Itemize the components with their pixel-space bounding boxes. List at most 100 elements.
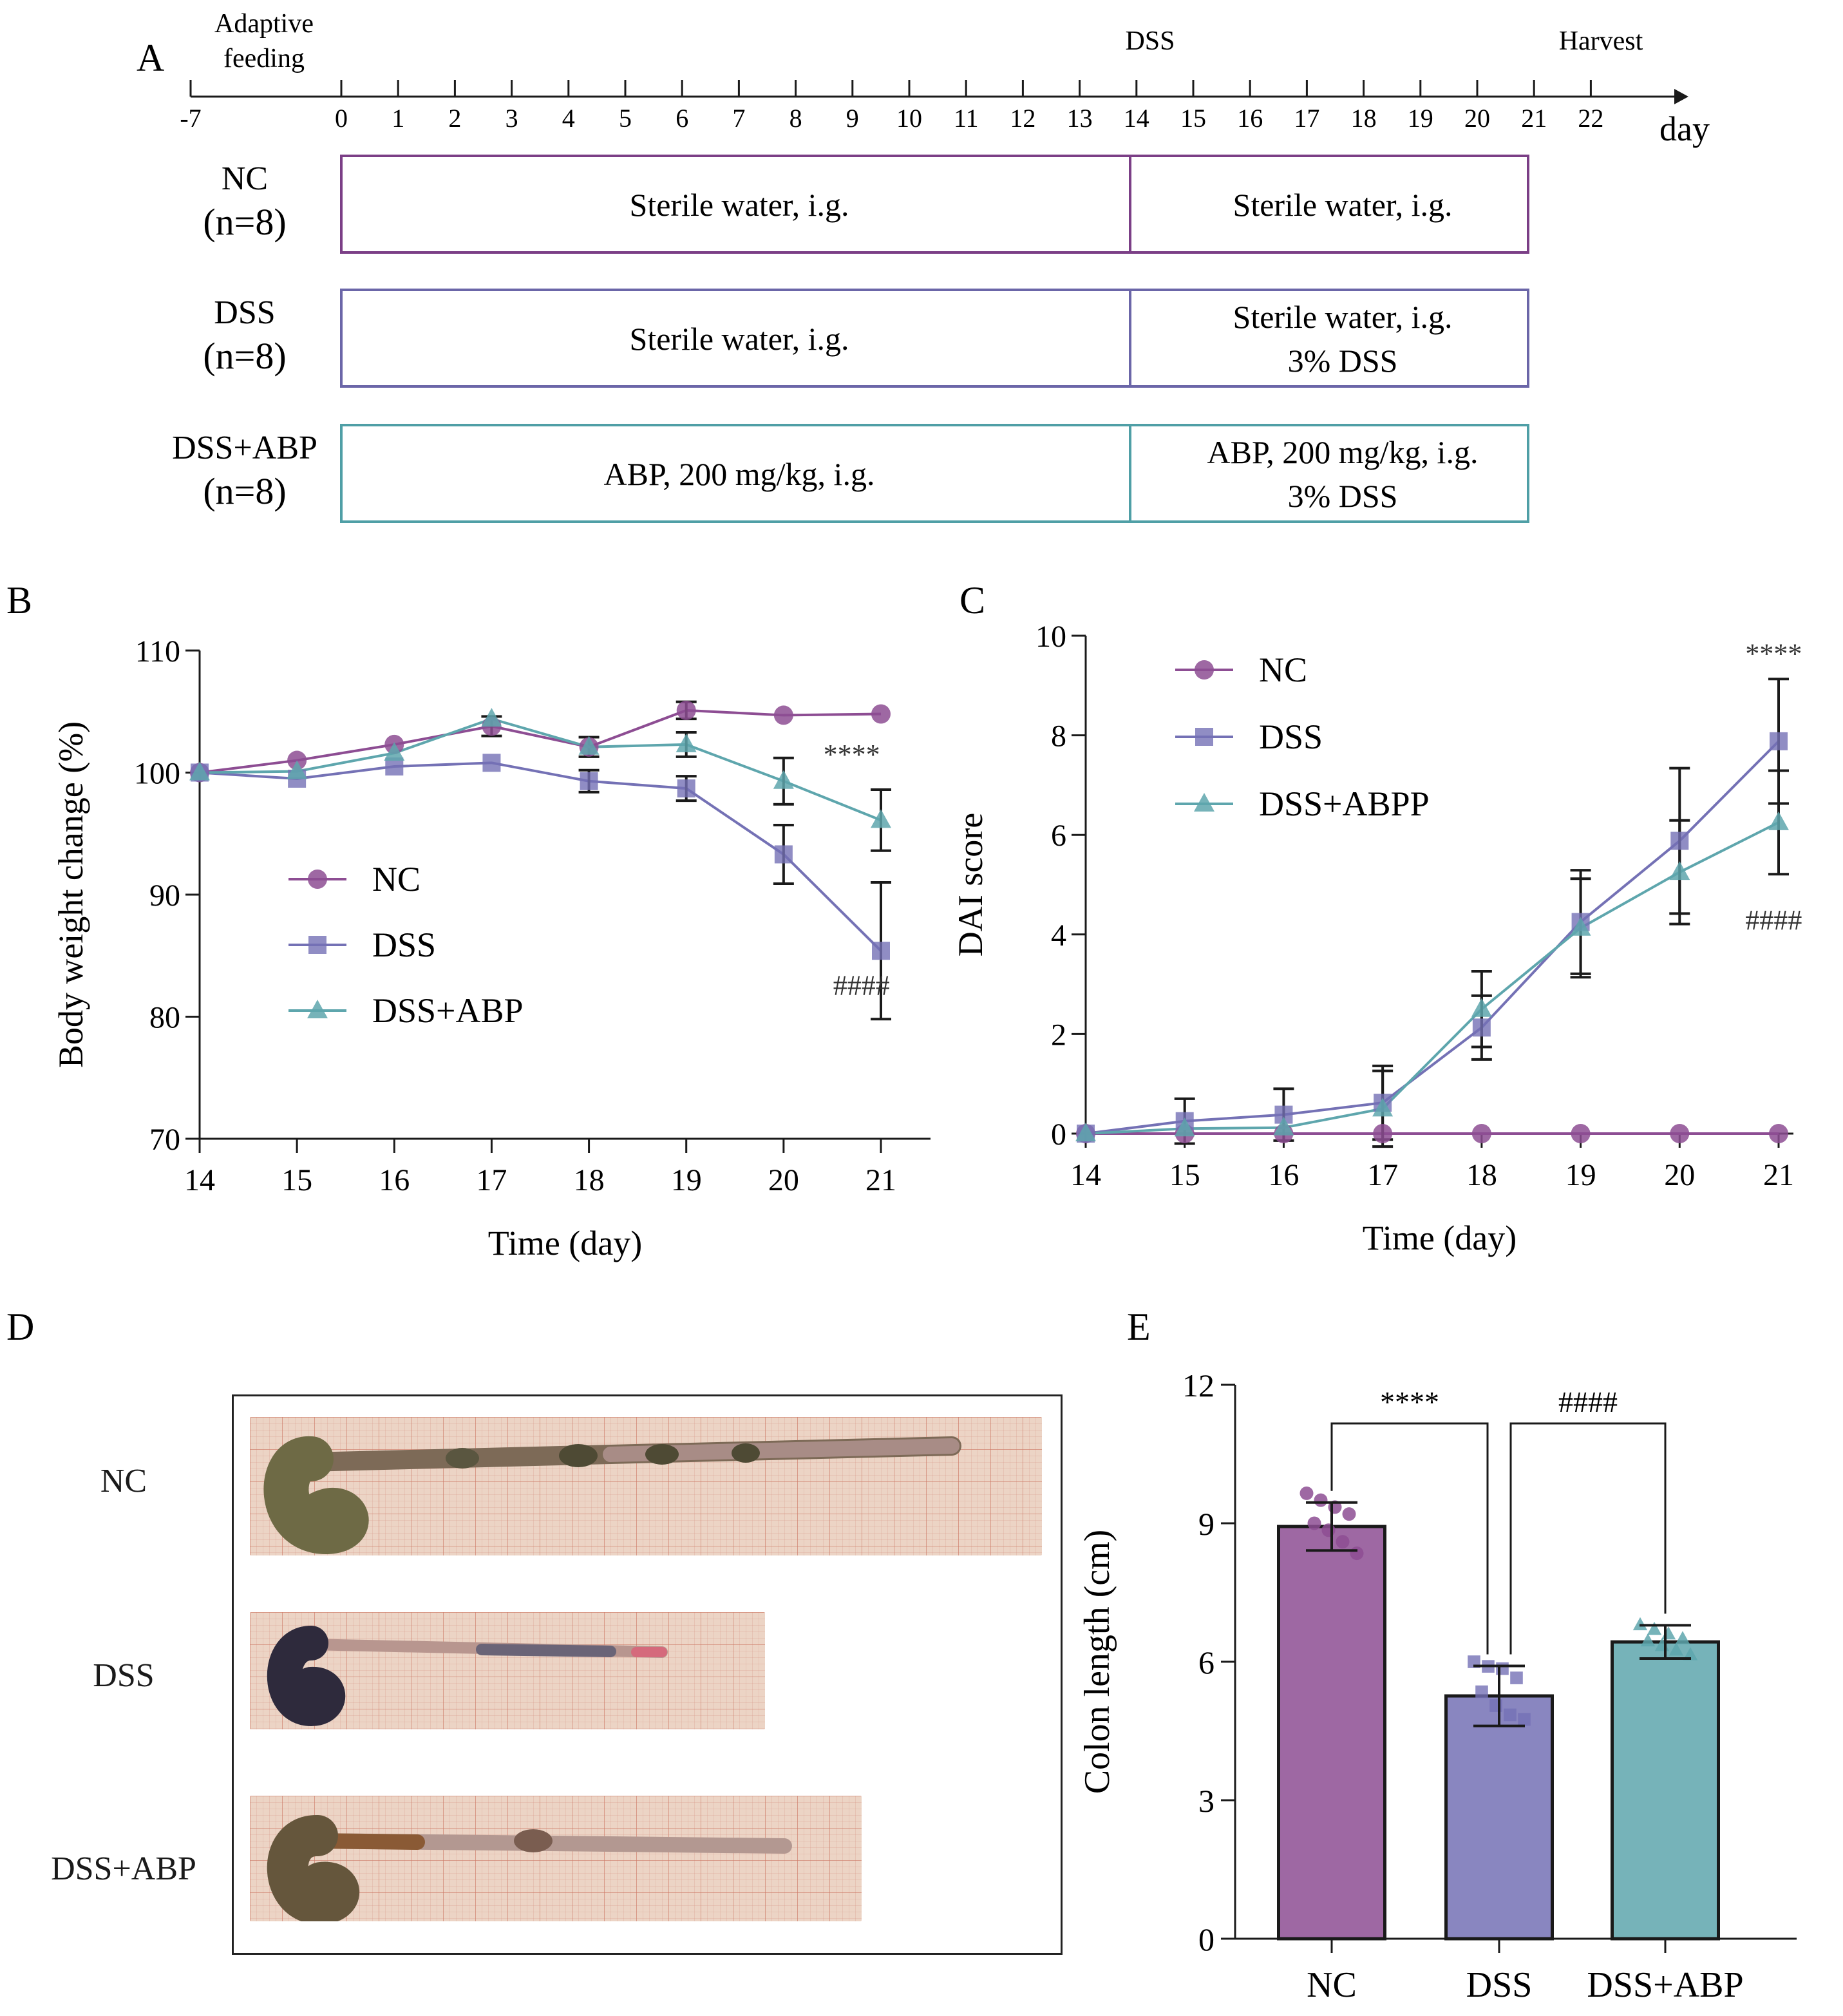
photo-label-dss: DSS [93, 1657, 155, 1694]
legend-marker-icon [1195, 728, 1213, 746]
scatter-point [1661, 1626, 1676, 1640]
group-box-1 [340, 155, 1529, 254]
data-point [580, 772, 598, 790]
group-box-3 [340, 424, 1529, 523]
panel-e-letter: E [1127, 1306, 1151, 1348]
scatter-point [1475, 1685, 1488, 1698]
group-phase2-text: 3% DSS [1288, 343, 1398, 379]
panel-b-letter: B [6, 579, 32, 622]
scatter-point [1504, 1708, 1517, 1722]
data-point [287, 760, 308, 779]
data-point [872, 942, 890, 960]
data-point [1670, 832, 1689, 850]
timeline-arrow-icon [1674, 89, 1688, 104]
y-tick-label: 8 [1051, 719, 1066, 754]
y-tick-label: 0 [1198, 1921, 1214, 1957]
legend-marker-icon [307, 1000, 328, 1018]
significance-mark: #### [1558, 1385, 1618, 1418]
comparison-bracket [1509, 1422, 1667, 1655]
group-phase2-text: 3% DSS [1288, 478, 1398, 514]
group-phase2-text: Sterile water, i.g. [1233, 299, 1453, 335]
legend-label: DSS [372, 926, 436, 964]
y-tick-label: 12 [1182, 1367, 1214, 1403]
scatter-point [1640, 1633, 1656, 1647]
scatter-point [1336, 1535, 1350, 1549]
group-phase2-text: Sterile water, i.g. [1233, 187, 1453, 223]
timeline-tick-label: 12 [1010, 104, 1035, 133]
colon-photo-dss [250, 1612, 765, 1729]
data-point [1770, 732, 1788, 750]
y-tick-label: 6 [1051, 819, 1066, 853]
timeline-tick-label: 0 [335, 104, 348, 133]
timeline-tick-label: 1 [392, 104, 404, 133]
timeline-ticks: -7 0 1 2 3 4 5 6 7 8 9 10 11 12 13 14 15 16 17 18 19 20 21 22 [180, 80, 1603, 133]
y-tick-label: 2 [1051, 1018, 1066, 1052]
scatter-point [1342, 1507, 1356, 1521]
timeline-tick-label: 16 [1237, 104, 1263, 133]
group-phase1-text: ABP, 200 mg/kg, i.g. [604, 456, 875, 492]
y-tick-label: 0 [1051, 1117, 1066, 1152]
group-n: (n=8) [203, 335, 286, 377]
data-point [871, 809, 891, 828]
data-point [1472, 1018, 1491, 1037]
x-tick-label: 18 [1466, 1158, 1497, 1192]
timeline-tick-label: 5 [619, 104, 632, 133]
significance-mark: **** [1745, 638, 1802, 670]
day-unit-label: day [1659, 109, 1710, 148]
scatter-point [1647, 1621, 1662, 1635]
data-point [384, 742, 405, 761]
dss-start-label: DSS [1125, 26, 1175, 56]
photo-label-dss-abp: DSS+ABP [51, 1850, 196, 1887]
panel-c-letter: C [959, 579, 985, 622]
x-tick-label: 17 [1367, 1158, 1398, 1192]
scatter-point [1350, 1546, 1364, 1561]
adaptive-label-line2: feeding [223, 44, 305, 73]
data-point [676, 733, 697, 752]
timeline-tick-label: 11 [954, 104, 979, 133]
data-point [871, 704, 891, 724]
y-tick-label: 110 [135, 634, 180, 669]
bar-nc [1277, 1525, 1386, 1941]
data-point [1670, 1124, 1690, 1143]
x-tick-label: DSS [1466, 1965, 1533, 2005]
legend-label: DSS+ABPP [1259, 785, 1430, 823]
x-tick-label: 15 [1169, 1158, 1200, 1192]
data-point [1471, 1124, 1491, 1143]
scatter-point [1632, 1617, 1648, 1631]
scatter-point [1668, 1642, 1684, 1656]
legend-label: NC [372, 860, 421, 899]
legend-marker-icon [308, 870, 327, 889]
data-point [189, 761, 210, 781]
data-point [1571, 1124, 1591, 1143]
harvest-label: Harvest [1559, 26, 1643, 56]
data-point [676, 700, 696, 720]
legend-label: DSS+ABP [372, 991, 524, 1030]
timeline-tick-label: 14 [1124, 104, 1149, 133]
x-tick-label: 18 [574, 1163, 605, 1197]
colon-photo-nc [250, 1417, 1042, 1555]
data-point [1570, 917, 1591, 936]
y-tick-label: 10 [1035, 620, 1066, 654]
colon-photo-panel [232, 1394, 1063, 1955]
photo-label-nc: NC [100, 1463, 147, 1499]
series-line-dss [1085, 740, 1780, 1135]
adaptive-label-line1: Adaptive [214, 9, 314, 39]
group-name: DSS [214, 294, 275, 331]
data-point [1273, 1116, 1294, 1136]
x-tick-label: 21 [1763, 1158, 1794, 1192]
series-line-dss [199, 761, 882, 952]
group-n: (n=8) [203, 470, 286, 512]
x-tick-label: 21 [865, 1163, 896, 1197]
scatter-point [1675, 1631, 1690, 1644]
x-tick-label: 19 [671, 1163, 702, 1197]
legend-label: NC [1259, 651, 1307, 689]
x-tick-label: 20 [1664, 1158, 1695, 1192]
group-box-2 [340, 289, 1529, 388]
x-axis-title: Time (day) [488, 1224, 643, 1262]
comparison-bracket [1330, 1422, 1489, 1655]
y-tick-label: 6 [1198, 1644, 1214, 1680]
x-tick-label: 20 [768, 1163, 799, 1197]
timeline-tick-label: 10 [896, 104, 922, 133]
timeline-tick-label: 20 [1464, 104, 1490, 133]
scatter-point [1314, 1493, 1328, 1507]
